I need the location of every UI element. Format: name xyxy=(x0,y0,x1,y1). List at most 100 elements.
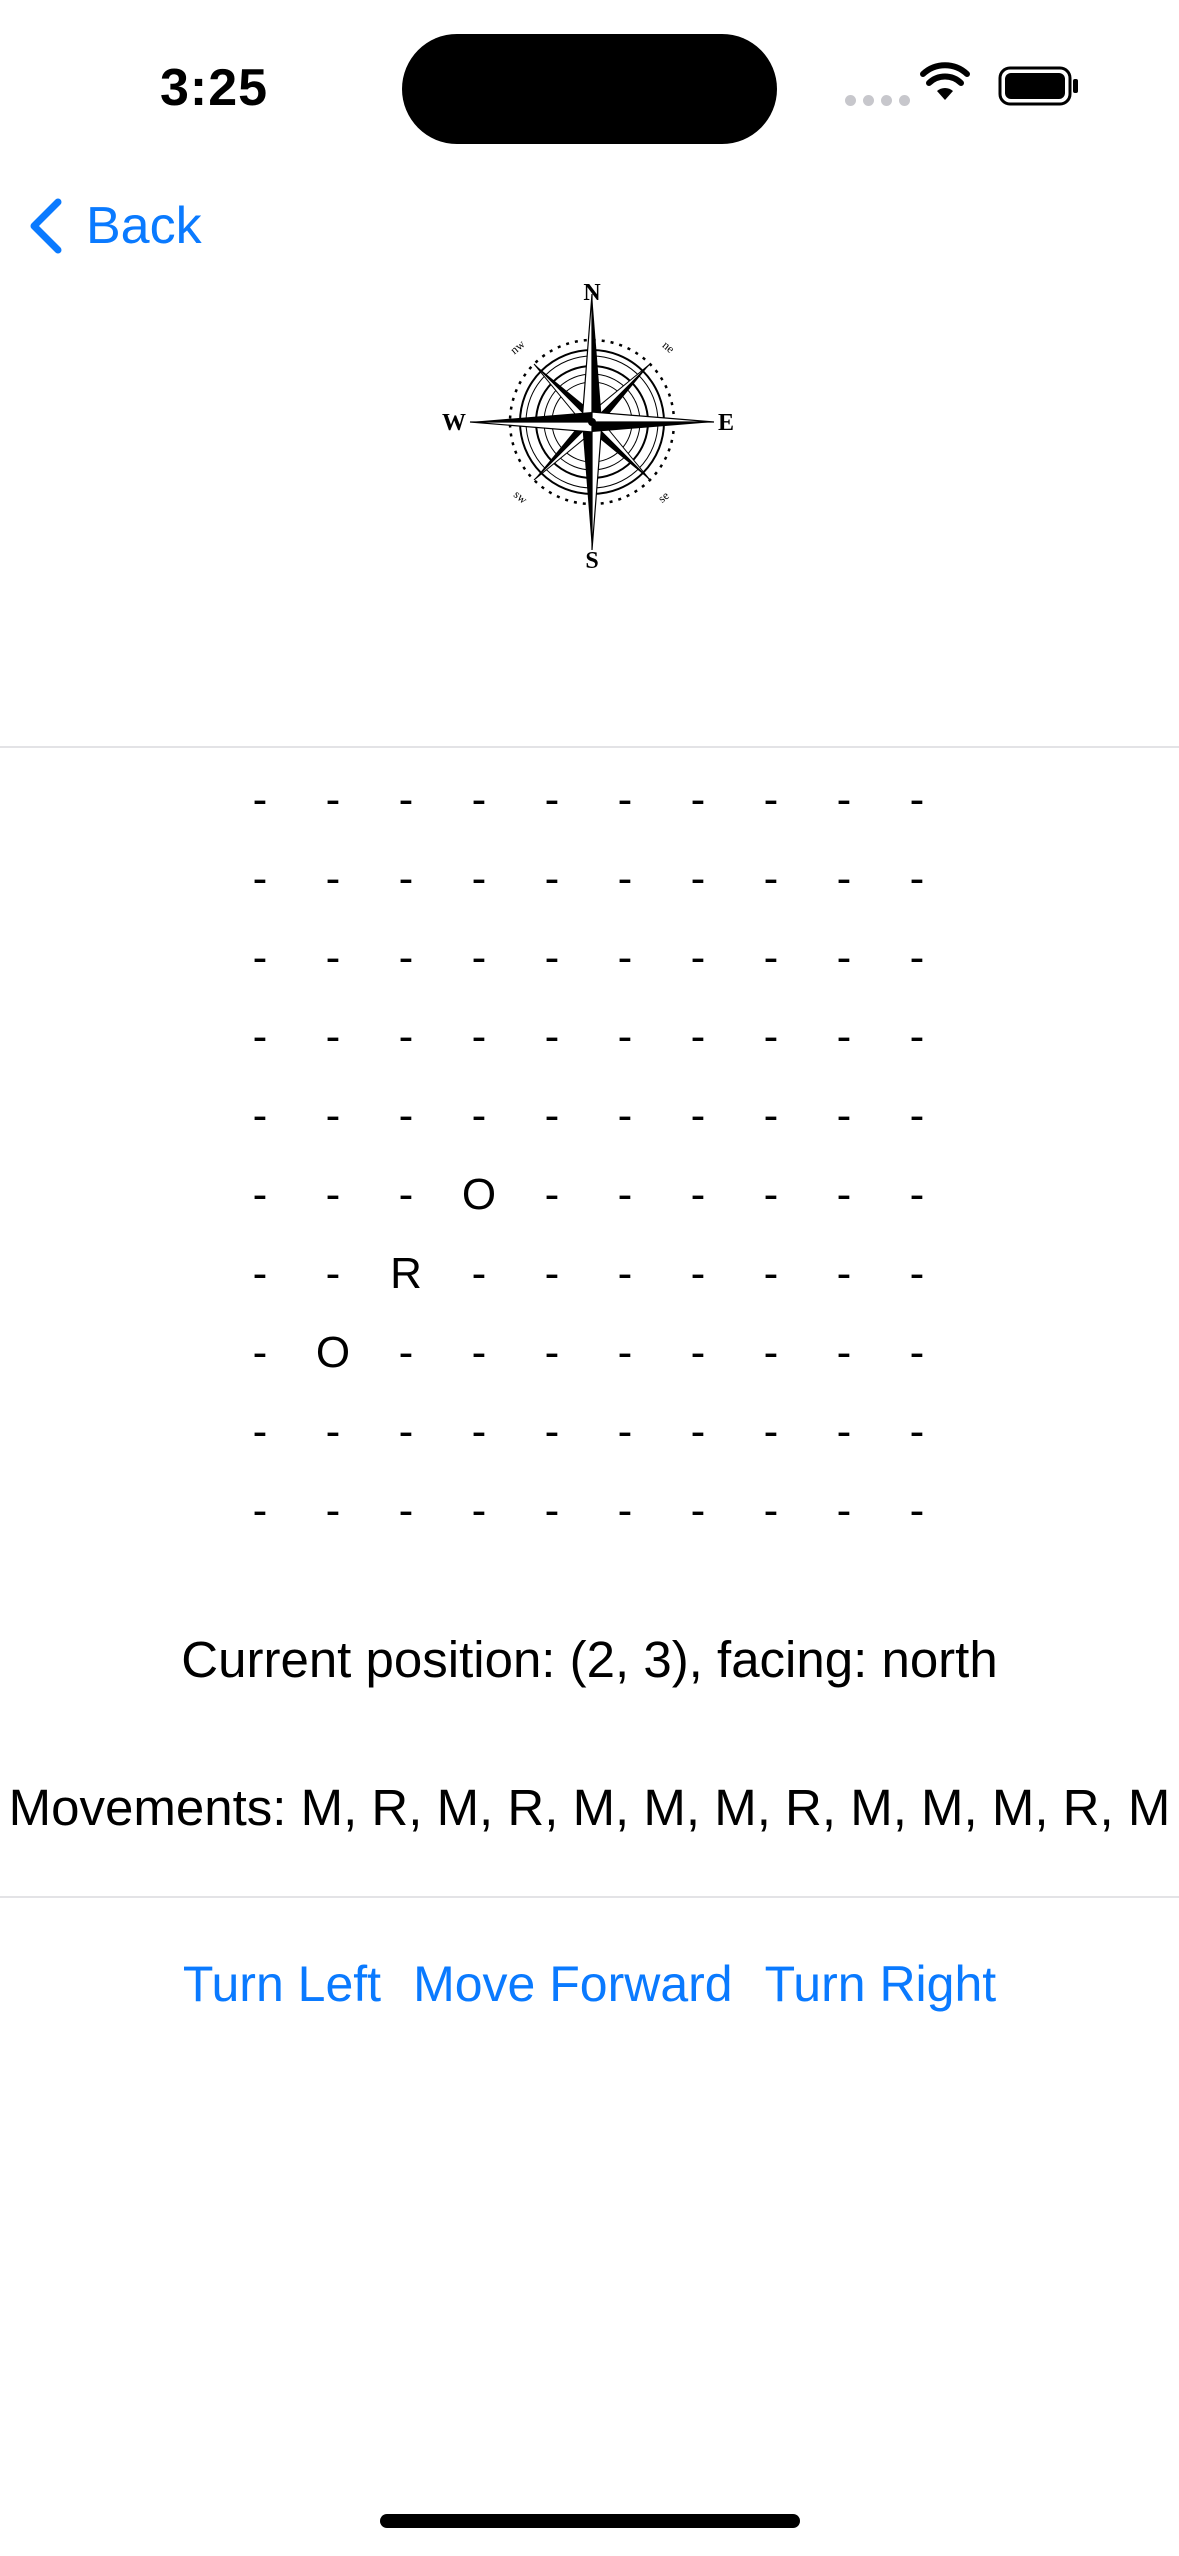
grid-cell: - xyxy=(325,775,341,824)
grid-row: ---------- xyxy=(0,1012,1179,1091)
grid-cell: - xyxy=(398,1012,414,1061)
grid-cell: - xyxy=(325,1486,341,1535)
grid-cell: - xyxy=(398,775,414,824)
grid-cell: - xyxy=(836,933,852,982)
grid-cell: - xyxy=(544,1407,560,1456)
compass-n-label: N xyxy=(583,280,601,306)
move-forward-button[interactable]: Move Forward xyxy=(413,1956,733,2012)
grid-cell: - xyxy=(544,1249,560,1298)
grid-row: ---------- xyxy=(0,854,1179,933)
rover-grid: - - - - - - - - - - - - - - - - - - - - - - - - - - - - - - - - - - - - - - - -… xyxy=(0,775,1179,1565)
grid-cell: - xyxy=(617,1170,633,1219)
grid-cell: - xyxy=(763,1170,779,1219)
grid-cell: - xyxy=(398,1486,414,1535)
compass-e-label: E xyxy=(718,410,734,436)
grid-cell: - xyxy=(763,1407,779,1456)
grid-cell: - xyxy=(909,854,925,903)
grid-cell: - xyxy=(617,1091,633,1140)
grid-cell: - xyxy=(909,1407,925,1456)
grid-cell: - xyxy=(690,775,706,824)
grid-cell-rover: R xyxy=(390,1249,422,1298)
grid-cell: - xyxy=(617,854,633,903)
grid-cell: - xyxy=(252,1486,268,1535)
grid-cell: - xyxy=(252,854,268,903)
grid-cell: - xyxy=(909,1170,925,1219)
grid-cell: - xyxy=(325,1091,341,1140)
grid-cell: - xyxy=(763,1012,779,1061)
grid-cell-obstacle: O xyxy=(315,1328,351,1377)
grid-row: ---------- xyxy=(0,775,1179,854)
cellular-signal-icon xyxy=(845,95,910,106)
grid-cell: - xyxy=(471,1091,487,1140)
back-button[interactable]: Back xyxy=(24,196,202,256)
grid-cell: - xyxy=(690,1170,706,1219)
grid-cell: - xyxy=(252,775,268,824)
grid-cell: - xyxy=(544,933,560,982)
grid-cell: - xyxy=(471,1328,487,1377)
grid-cell: - xyxy=(690,854,706,903)
grid-cell: - xyxy=(398,1170,414,1219)
grid-row: -O-------- xyxy=(0,1328,1179,1407)
grid-cell: - xyxy=(252,1328,268,1377)
grid-cell: - xyxy=(325,1407,341,1456)
grid-cell: - xyxy=(544,854,560,903)
grid-cell: - xyxy=(325,933,341,982)
grid-cell: - xyxy=(325,1249,341,1298)
grid-row: ---------- xyxy=(0,1091,1179,1170)
chevron-left-icon xyxy=(30,198,62,254)
action-bar: Turn Left Move Forward Turn Right xyxy=(0,1955,1179,2013)
grid-cell: - xyxy=(836,854,852,903)
grid-cell: - xyxy=(252,1012,268,1061)
grid-cell: - xyxy=(763,933,779,982)
grid-cell: - xyxy=(836,1328,852,1377)
compass-w-label: W xyxy=(442,410,466,436)
grid-cell: - xyxy=(471,1012,487,1061)
grid-cell: - xyxy=(544,1012,560,1061)
grid-cell: - xyxy=(909,1091,925,1140)
grid-cell: - xyxy=(763,775,779,824)
grid-cell: - xyxy=(252,1170,268,1219)
grid-row: ---------- xyxy=(0,933,1179,1012)
grid-cell: - xyxy=(471,1407,487,1456)
status-time: 3:25 xyxy=(160,59,269,117)
grid-row: ---O------ xyxy=(0,1170,1179,1249)
status-bar: 3:25 xyxy=(0,0,1179,170)
compass-s-label: S xyxy=(585,548,598,572)
grid-cell: - xyxy=(544,775,560,824)
compass-se-label: se xyxy=(655,488,672,505)
grid-cell: - xyxy=(836,775,852,824)
grid-cell: - xyxy=(617,1407,633,1456)
current-position-text: Current position: (2, 3), facing: north xyxy=(181,1631,998,1688)
grid-cell: - xyxy=(909,1328,925,1377)
grid-cell: - xyxy=(763,1249,779,1298)
grid-cell: - xyxy=(471,775,487,824)
grid-cell: - xyxy=(763,1091,779,1140)
grid-cell: - xyxy=(617,1328,633,1377)
grid-cell: - xyxy=(398,854,414,903)
grid-cell: - xyxy=(325,1170,341,1219)
grid-cell: - xyxy=(398,1091,414,1140)
grid-row: ---------- xyxy=(0,1407,1179,1486)
grid-cell: - xyxy=(909,775,925,824)
grid-cell: - xyxy=(836,1091,852,1140)
compass-nw-label: nw xyxy=(507,337,527,357)
grid-cell: - xyxy=(690,1328,706,1377)
grid-cell: - xyxy=(471,933,487,982)
back-label: Back xyxy=(86,197,202,255)
grid-cell: - xyxy=(398,1328,414,1377)
turn-right-button[interactable]: Turn Right xyxy=(764,1956,997,2012)
grid-row: --R------- xyxy=(0,1249,1179,1328)
grid-cell: - xyxy=(471,1486,487,1535)
grid-cell: - xyxy=(836,1012,852,1061)
grid-cell: - xyxy=(909,933,925,982)
grid-cell: - xyxy=(690,1012,706,1061)
grid-cell: - xyxy=(471,1249,487,1298)
grid-cell: - xyxy=(544,1091,560,1140)
grid-cell: - xyxy=(836,1249,852,1298)
grid-cell: - xyxy=(617,1012,633,1061)
compass-ne-label: ne xyxy=(660,338,678,356)
battery-icon xyxy=(998,66,1078,106)
grid-cell: - xyxy=(909,1486,925,1535)
turn-left-button[interactable]: Turn Left xyxy=(182,1956,382,2012)
compass-sw-label: sw xyxy=(511,487,530,507)
